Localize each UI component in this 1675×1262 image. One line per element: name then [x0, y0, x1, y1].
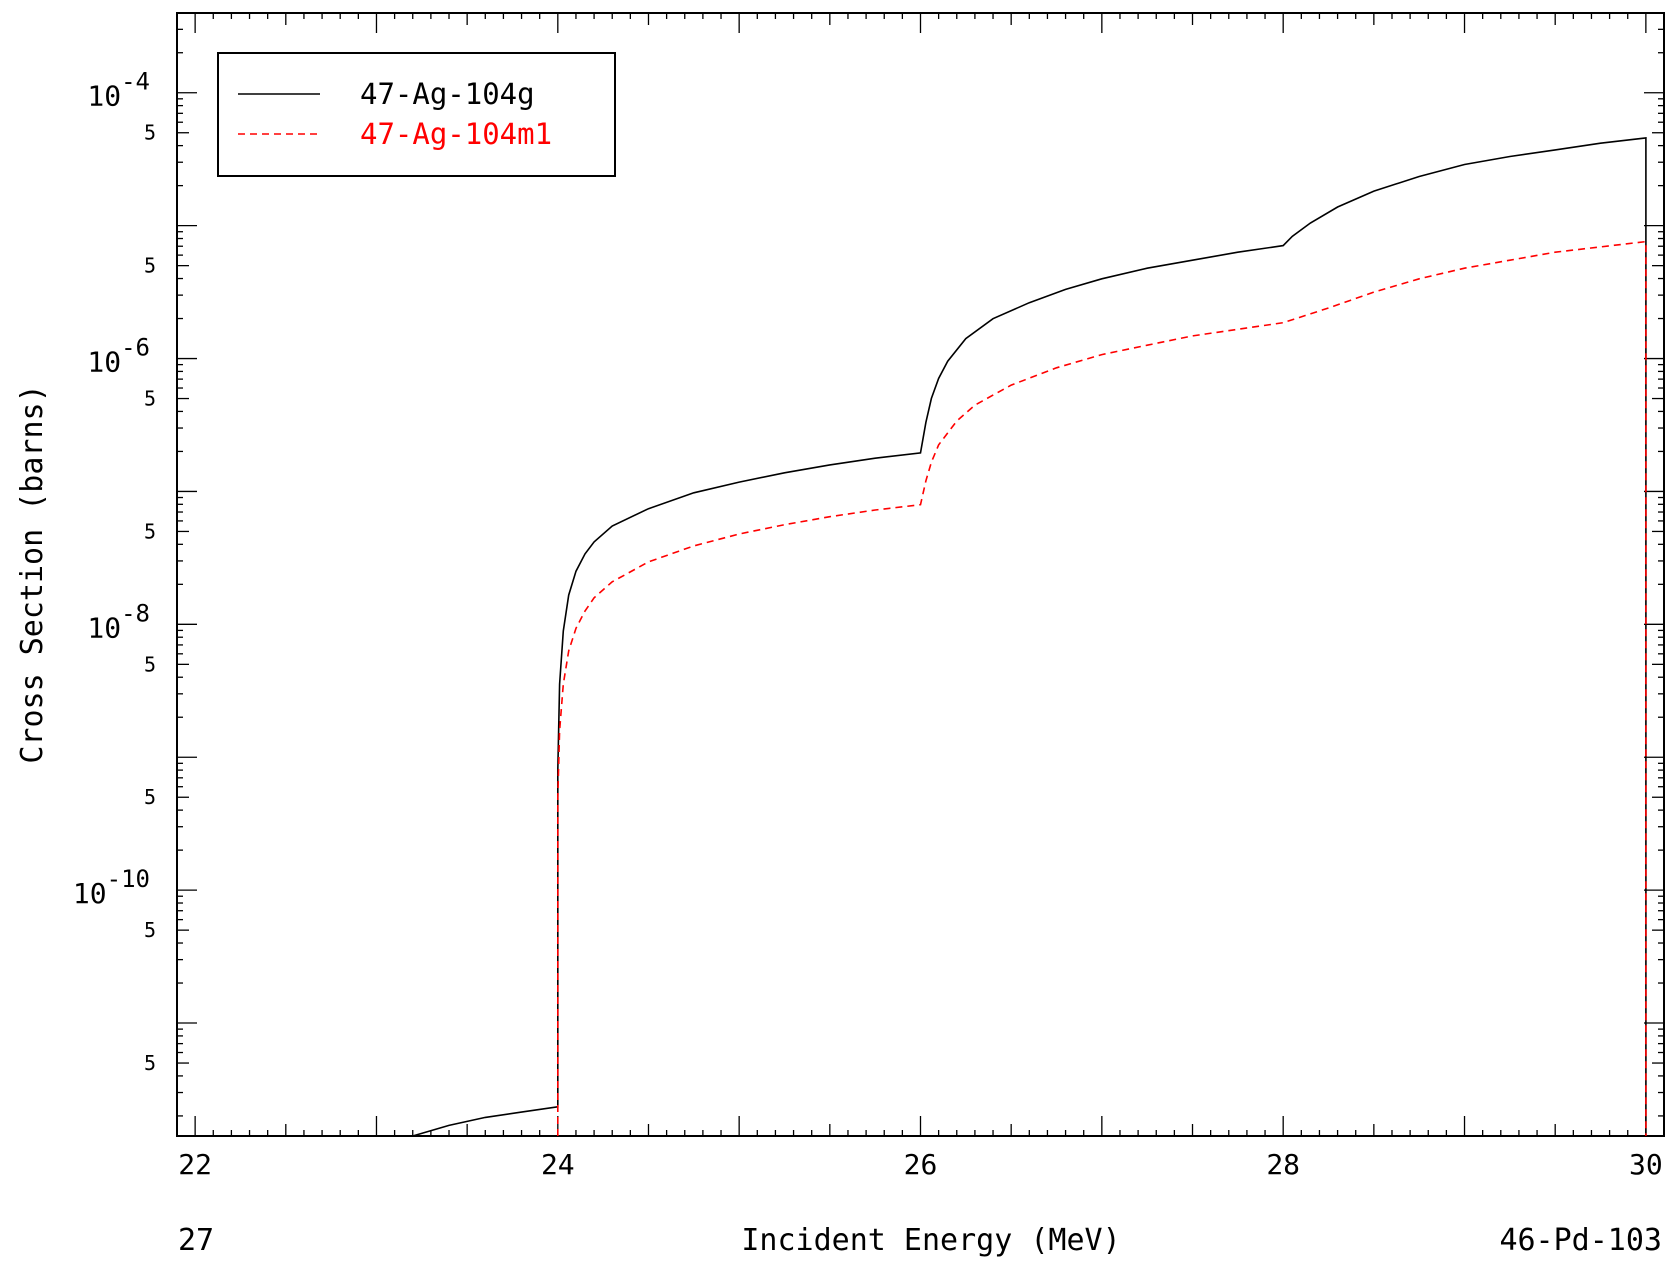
y-decade-label: 10-4 — [87, 68, 150, 113]
plot-frame — [176, 12, 1665, 1137]
x-axis-title: Incident Energy (MeV) — [741, 1223, 1120, 1257]
y-decade-label: 10-8 — [87, 599, 150, 644]
x-tick-label: 28 — [1266, 1148, 1300, 1181]
y-decade-exponent: -4 — [121, 68, 150, 96]
footer-left-label: 27 — [178, 1223, 214, 1257]
legend: 47-Ag-104g 47-Ag-104m1 — [217, 52, 616, 177]
y-five-label: 5 — [144, 652, 156, 676]
series-line-1 — [557, 240, 1647, 1136]
y-axis-title: Cross Section (barns) — [15, 384, 50, 763]
y-five-label: 5 — [144, 387, 156, 411]
y-five-label: 5 — [144, 785, 156, 809]
y-five-label: 5 — [144, 254, 156, 278]
x-tick-label: 24 — [541, 1148, 575, 1181]
x-tick-label: 26 — [904, 1148, 938, 1181]
series-layer — [412, 137, 1647, 1137]
axis-ticks — [176, 13, 1665, 1136]
x-tick-label: 22 — [178, 1148, 212, 1181]
legend-box — [217, 52, 616, 177]
y-decade-label: 10-10 — [73, 865, 150, 910]
legend-label-series-0: 47-Ag-104g — [360, 77, 535, 111]
x-tick-labels: 22 24 26 28 30 — [178, 1148, 1662, 1181]
y-tick-labels: 5 5 5 5 5 5 5 5 10-4 10-6 10-8 10-10 — [73, 68, 156, 1075]
series-line-0 — [412, 137, 1647, 1137]
legend-label-series-1: 47-Ag-104m1 — [360, 117, 552, 151]
y-five-label: 5 — [144, 121, 156, 145]
y-decade-exponent: -6 — [121, 334, 150, 362]
y-decade-exponent: -10 — [107, 865, 150, 893]
y-decade-label: 10-6 — [87, 334, 150, 379]
y-five-label: 5 — [144, 1051, 156, 1075]
y-five-label: 5 — [144, 519, 156, 543]
y-decade-exponent: -8 — [121, 599, 150, 627]
x-tick-label: 30 — [1629, 1148, 1663, 1181]
y-five-label: 5 — [144, 918, 156, 942]
footer-right-label: 46-Pd-103 — [1499, 1223, 1662, 1257]
